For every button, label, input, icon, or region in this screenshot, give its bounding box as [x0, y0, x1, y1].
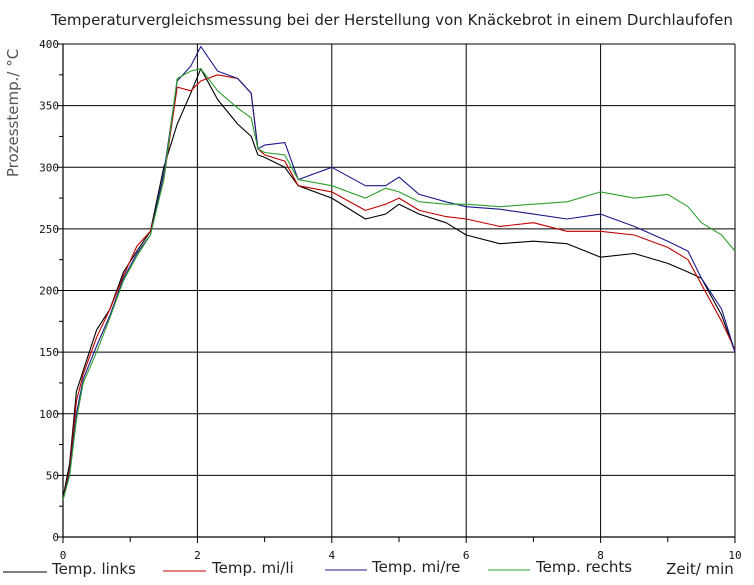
- y-tick-label: 250: [39, 223, 59, 236]
- x-tick-label: 6: [463, 549, 470, 562]
- legend-label: Temp. mi/li: [211, 559, 294, 577]
- legend-label: Temp. mi/re: [371, 558, 460, 576]
- y-axis-label: Prozesstemp./ °C: [4, 49, 22, 177]
- x-tick-label: 0: [60, 549, 67, 562]
- axes: [57, 43, 736, 543]
- x-tick-label: 2: [194, 549, 201, 562]
- series-line: [62, 68, 736, 501]
- series-line: [62, 68, 736, 498]
- y-tick-label: 300: [39, 161, 59, 174]
- y-tick-label: 400: [39, 38, 59, 51]
- y-tick-label: 350: [39, 100, 59, 113]
- y-tick-label: 0: [52, 531, 59, 544]
- x-tick-label: 4: [328, 549, 335, 562]
- tick-labels: 0 50 100 150 200 250 300 350 400 0 2 4 6 8 10: [39, 38, 742, 562]
- y-tick-label: 200: [39, 285, 59, 298]
- series-lines: [62, 45, 736, 501]
- y-tick-label: 100: [39, 408, 59, 421]
- grid-lines: [63, 43, 736, 537]
- legend-label: Temp. links: [51, 560, 136, 578]
- legend: Temp. links Temp. mi/li Temp. mi/re Temp. r…: [3, 558, 632, 578]
- chart-title: Temperaturvergleichsmessung bei der Hers…: [50, 11, 733, 29]
- x-tick-label: 8: [597, 549, 604, 562]
- y-tick-label: 150: [39, 346, 59, 359]
- series-line: [62, 45, 736, 501]
- x-tick-label: 10: [728, 549, 741, 562]
- series-line: [62, 74, 736, 501]
- x-axis-label: Zeit/ min: [666, 560, 734, 578]
- legend-label: Temp. rechts: [535, 558, 632, 576]
- y-tick-label: 50: [46, 469, 59, 482]
